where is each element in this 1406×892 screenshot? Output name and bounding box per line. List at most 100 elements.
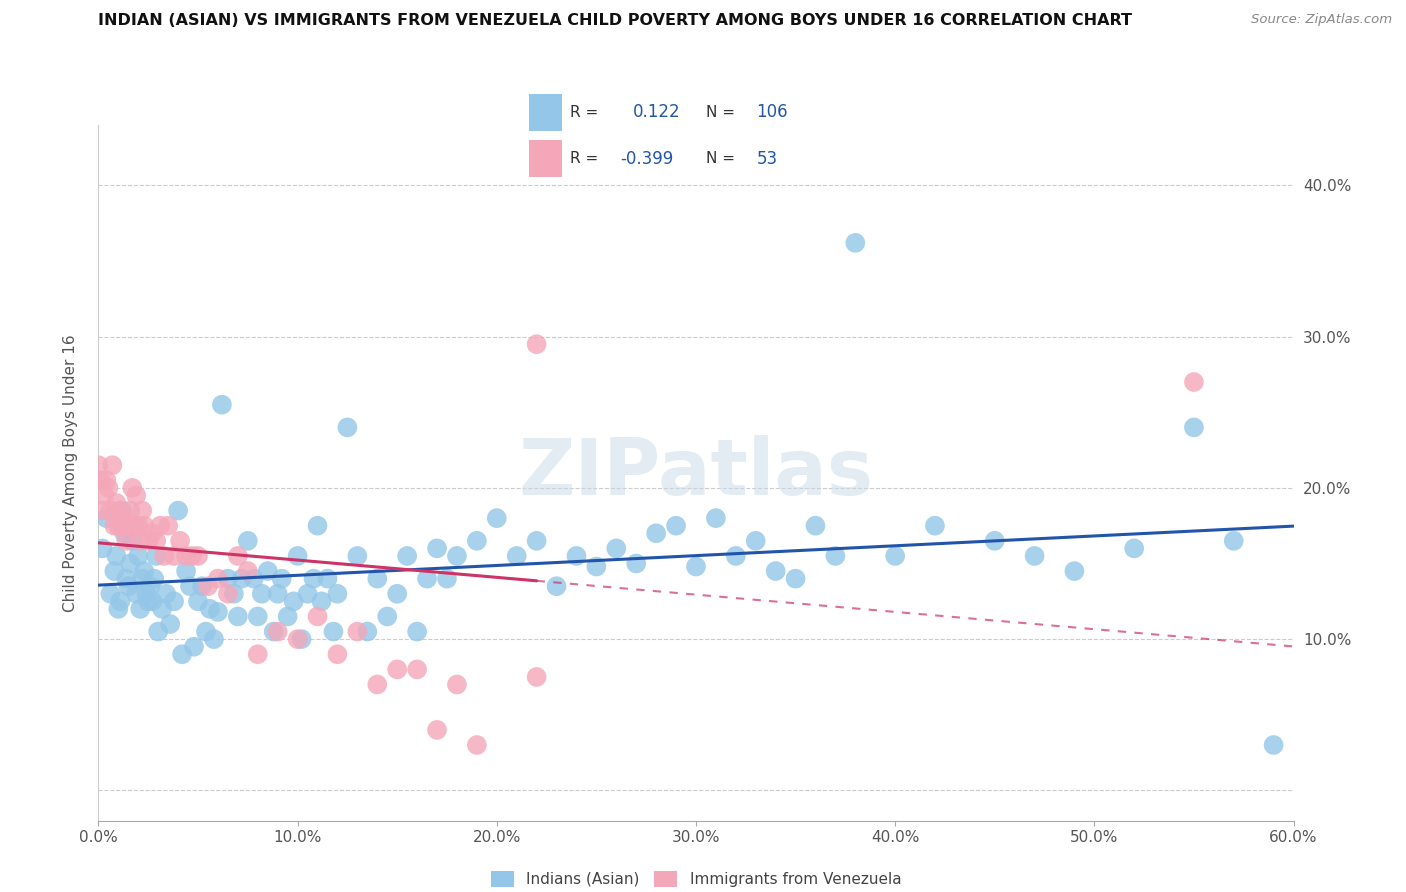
Point bbox=[153, 549, 176, 563]
Point bbox=[195, 624, 218, 639]
Point bbox=[765, 564, 787, 578]
Point bbox=[426, 541, 449, 556]
Legend: Indians (Asian), Immigrants from Venezuela: Indians (Asian), Immigrants from Venezue… bbox=[485, 865, 907, 892]
Point bbox=[585, 559, 607, 574]
Point bbox=[884, 549, 907, 563]
Point bbox=[110, 503, 132, 517]
Point bbox=[287, 632, 309, 647]
Point bbox=[163, 594, 186, 608]
Point bbox=[297, 587, 319, 601]
Point bbox=[91, 503, 114, 517]
Point bbox=[141, 594, 163, 608]
Text: -0.399: -0.399 bbox=[620, 150, 673, 168]
Point bbox=[217, 587, 239, 601]
Point bbox=[1024, 549, 1046, 563]
Point bbox=[187, 594, 209, 608]
Text: R =: R = bbox=[571, 151, 599, 166]
Point bbox=[117, 579, 139, 593]
Point bbox=[485, 511, 508, 525]
Bar bbox=[529, 94, 561, 131]
Point bbox=[465, 533, 488, 548]
Point bbox=[326, 587, 349, 601]
Point bbox=[385, 662, 409, 676]
Point bbox=[103, 518, 125, 533]
Point bbox=[685, 559, 707, 574]
Point bbox=[346, 624, 368, 639]
Point bbox=[91, 541, 114, 556]
Point bbox=[174, 564, 197, 578]
Point bbox=[283, 594, 305, 608]
Point bbox=[117, 518, 139, 533]
Point bbox=[96, 511, 118, 525]
Point bbox=[375, 609, 398, 624]
Point bbox=[436, 572, 458, 586]
Point bbox=[120, 557, 142, 571]
Point bbox=[111, 503, 134, 517]
Point bbox=[645, 526, 668, 541]
Point bbox=[163, 549, 186, 563]
Point bbox=[526, 533, 548, 548]
Point bbox=[150, 602, 173, 616]
Point bbox=[1222, 533, 1246, 548]
Text: Source: ZipAtlas.com: Source: ZipAtlas.com bbox=[1251, 13, 1392, 27]
Point bbox=[546, 579, 568, 593]
Point bbox=[267, 624, 290, 639]
Point bbox=[226, 609, 249, 624]
Point bbox=[125, 488, 148, 502]
Point bbox=[129, 602, 152, 616]
Point bbox=[1123, 541, 1146, 556]
Point bbox=[824, 549, 846, 563]
Point bbox=[385, 587, 409, 601]
Point bbox=[1182, 420, 1205, 434]
Point bbox=[131, 572, 153, 586]
Point bbox=[366, 677, 388, 691]
Point bbox=[290, 632, 312, 647]
Point bbox=[124, 518, 146, 533]
Point bbox=[246, 647, 269, 661]
Point bbox=[136, 594, 159, 608]
Text: INDIAN (ASIAN) VS IMMIGRANTS FROM VENEZUELA CHILD POVERTY AMONG BOYS UNDER 16 CO: INDIAN (ASIAN) VS IMMIGRANTS FROM VENEZU… bbox=[98, 13, 1132, 29]
Point bbox=[256, 564, 278, 578]
Point bbox=[159, 617, 181, 632]
Point bbox=[100, 587, 122, 601]
Point bbox=[270, 572, 292, 586]
Point bbox=[100, 503, 122, 517]
Point bbox=[745, 533, 768, 548]
Point bbox=[191, 579, 214, 593]
Point bbox=[263, 624, 285, 639]
Point bbox=[302, 572, 325, 586]
Point bbox=[724, 549, 747, 563]
Point bbox=[121, 481, 143, 495]
Point bbox=[804, 518, 827, 533]
Point bbox=[183, 640, 205, 654]
Text: ZIPatlas: ZIPatlas bbox=[519, 434, 873, 511]
Point bbox=[446, 677, 468, 691]
Text: N =: N = bbox=[706, 151, 735, 166]
Point bbox=[287, 549, 309, 563]
Point bbox=[107, 602, 129, 616]
Text: 106: 106 bbox=[756, 103, 787, 121]
Point bbox=[406, 624, 429, 639]
Point bbox=[181, 549, 204, 563]
Point bbox=[222, 587, 245, 601]
Point bbox=[207, 572, 229, 586]
Point bbox=[406, 662, 429, 676]
Point bbox=[169, 533, 191, 548]
Point bbox=[396, 549, 419, 563]
Point bbox=[311, 594, 333, 608]
Bar bbox=[529, 140, 561, 177]
Point bbox=[250, 587, 273, 601]
Point bbox=[626, 557, 648, 571]
Point bbox=[207, 605, 229, 619]
Point bbox=[93, 488, 115, 502]
Point bbox=[174, 549, 197, 563]
Point bbox=[307, 609, 329, 624]
Text: 53: 53 bbox=[756, 150, 778, 168]
Text: N =: N = bbox=[706, 105, 735, 120]
Point bbox=[1063, 564, 1085, 578]
Point bbox=[211, 398, 233, 412]
Point bbox=[236, 533, 259, 548]
Point bbox=[101, 458, 124, 473]
Point bbox=[103, 564, 125, 578]
Point bbox=[416, 572, 439, 586]
